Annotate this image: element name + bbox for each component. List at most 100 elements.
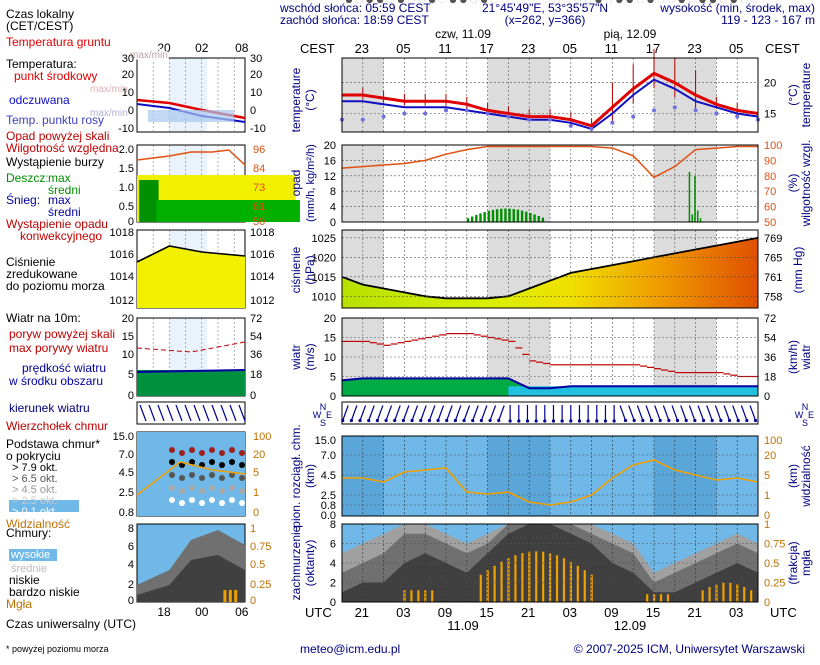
wind-dir-frame — [341, 401, 759, 425]
utc-tick: 21 — [687, 605, 701, 620]
axis-tick-label: 1025 — [312, 233, 336, 245]
utc-tick: 15 — [646, 605, 660, 620]
wind-dir-arrowhead — [410, 418, 414, 423]
wind-dir-arrow — [680, 405, 687, 421]
legend-pressure-area — [137, 246, 245, 308]
legend-press-tick: 1018 — [110, 227, 134, 239]
axis-tick-label: 0.0 — [321, 510, 336, 522]
legend-cloudbase-dot — [189, 459, 195, 465]
legend-dir-arrow — [229, 404, 237, 422]
cest-tick: 17 — [479, 41, 493, 56]
utc-tick: 03 — [396, 605, 410, 620]
cloudbase-dot — [533, 0, 540, 3]
day1-label: czw, 11.09 — [435, 27, 491, 41]
axis-tick-label: 60 — [764, 202, 776, 214]
legend-base-tick: 0.8 — [119, 507, 134, 519]
legend-cloud-tick: 2 — [128, 579, 134, 591]
clouds-border — [341, 523, 759, 603]
legend-okt-text: > 4.5 okt. — [12, 484, 58, 496]
axis-tick-label: 769 — [764, 233, 782, 245]
legend-cloudbase-dot — [209, 459, 215, 465]
legend-cloudbase-dot — [239, 475, 245, 481]
legend-cloudbase-text: Podstawa chmur* — [6, 437, 100, 451]
legend-precip-text: max — [48, 193, 71, 207]
legend-okt-text: > 0.1 okt. — [12, 506, 58, 518]
cloudbase-dot — [543, 0, 550, 3]
fog-bar — [576, 565, 579, 602]
legend-dir-arrow — [139, 404, 147, 422]
cloudbase-dot — [522, 0, 529, 3]
legend-vis-tick: 100 — [253, 431, 271, 443]
wind-dir-arrow — [437, 405, 445, 421]
cloudbase-dot — [730, 0, 737, 3]
wind-dir-arrowhead — [603, 419, 608, 423]
cloudbase-dot — [574, 0, 581, 3]
humidity-axis-label: wilgotność wzgl. — [799, 140, 813, 228]
wind-dir-arrow — [636, 405, 644, 421]
legend-dir-arrow — [184, 404, 192, 422]
legend-wind-text: max porywy wiatru — [9, 341, 108, 355]
cloudbase-dot — [741, 0, 748, 3]
legend-dir-text: kierunek wiatru — [9, 401, 90, 415]
rain-bar — [508, 208, 511, 222]
legend-clouds-area2 — [137, 555, 245, 602]
rain-bar — [541, 217, 545, 222]
cloudbase-dot — [512, 0, 519, 3]
cloudbase-dot — [408, 0, 415, 3]
legend-press-tick-r: 1016 — [250, 249, 274, 261]
precip-panel-night-band — [487, 145, 550, 222]
legend-cloudbase-dot — [179, 475, 185, 481]
legend-dir-arrow — [211, 404, 219, 422]
cloudbase-dot — [668, 0, 675, 3]
legend-high-bg — [9, 549, 57, 561]
wind-dir-arrow — [385, 405, 393, 421]
cloudbase-dot — [626, 0, 633, 3]
cloudbase-dot — [678, 0, 685, 3]
legend-cloud-tick: 8 — [128, 523, 134, 535]
cloudbase-dot — [449, 0, 456, 3]
rain-bar — [470, 216, 474, 222]
legend-precip-text: Wilgotność względna — [6, 141, 119, 155]
wind-dir-arrowhead — [462, 418, 466, 423]
wind-dir-arrowhead — [736, 418, 740, 423]
legend-precip-text: Wystąpienie burzy — [6, 155, 104, 169]
legend-cloudbase-dot — [219, 475, 225, 481]
wind-kmh-label: wiatr — [799, 344, 813, 370]
rain-bar — [691, 214, 693, 222]
legend-cloudbase-dot — [239, 462, 245, 468]
cloudbase-dot — [356, 0, 363, 3]
dew-point-dot — [527, 117, 532, 122]
dew-point-dot — [610, 120, 615, 125]
wind-dir-arrowhead — [393, 418, 397, 423]
wind-border — [341, 317, 759, 397]
dew-point-dot — [464, 108, 469, 113]
fog-bar — [431, 590, 434, 602]
fog-bar — [666, 594, 670, 602]
legend-vlow-text: bardzo niskie — [9, 585, 80, 599]
cloudbase-night — [654, 436, 717, 516]
legend-high-text: wysokie — [10, 549, 50, 561]
legend-precip-tick: 1.0 — [119, 182, 134, 194]
legend-footnote: * powyżej poziomu morza — [6, 644, 109, 654]
wind-dir-arrow — [749, 405, 757, 421]
legend-cloudtop-text: Wierzchołek chmur — [6, 419, 108, 433]
legend-ut-tick: 00 — [195, 605, 209, 619]
axis-tick-label: 54 — [764, 333, 776, 345]
legend-base-tick: 15.0 — [113, 431, 134, 443]
wind-dir-arrow — [662, 405, 670, 421]
cloudbase-border — [341, 435, 759, 517]
axis-tick-label: 8 — [330, 186, 336, 198]
legend-precip-text: Wystąpienie opadu — [6, 217, 108, 231]
cloudbase-dot — [699, 0, 706, 3]
wind-dir-arrowhead — [534, 419, 538, 423]
axis-tick-label: 2 — [330, 578, 336, 590]
legend-cloudbase-dot — [219, 488, 225, 494]
humidity-axis-unit: (%) — [786, 174, 800, 193]
wind-dir-arrowhead — [612, 419, 616, 423]
utc-label: UTC — [305, 605, 332, 620]
cloudbase-dot — [429, 0, 436, 3]
visibility-line — [342, 459, 759, 506]
legend-dir-arrow — [175, 404, 183, 422]
